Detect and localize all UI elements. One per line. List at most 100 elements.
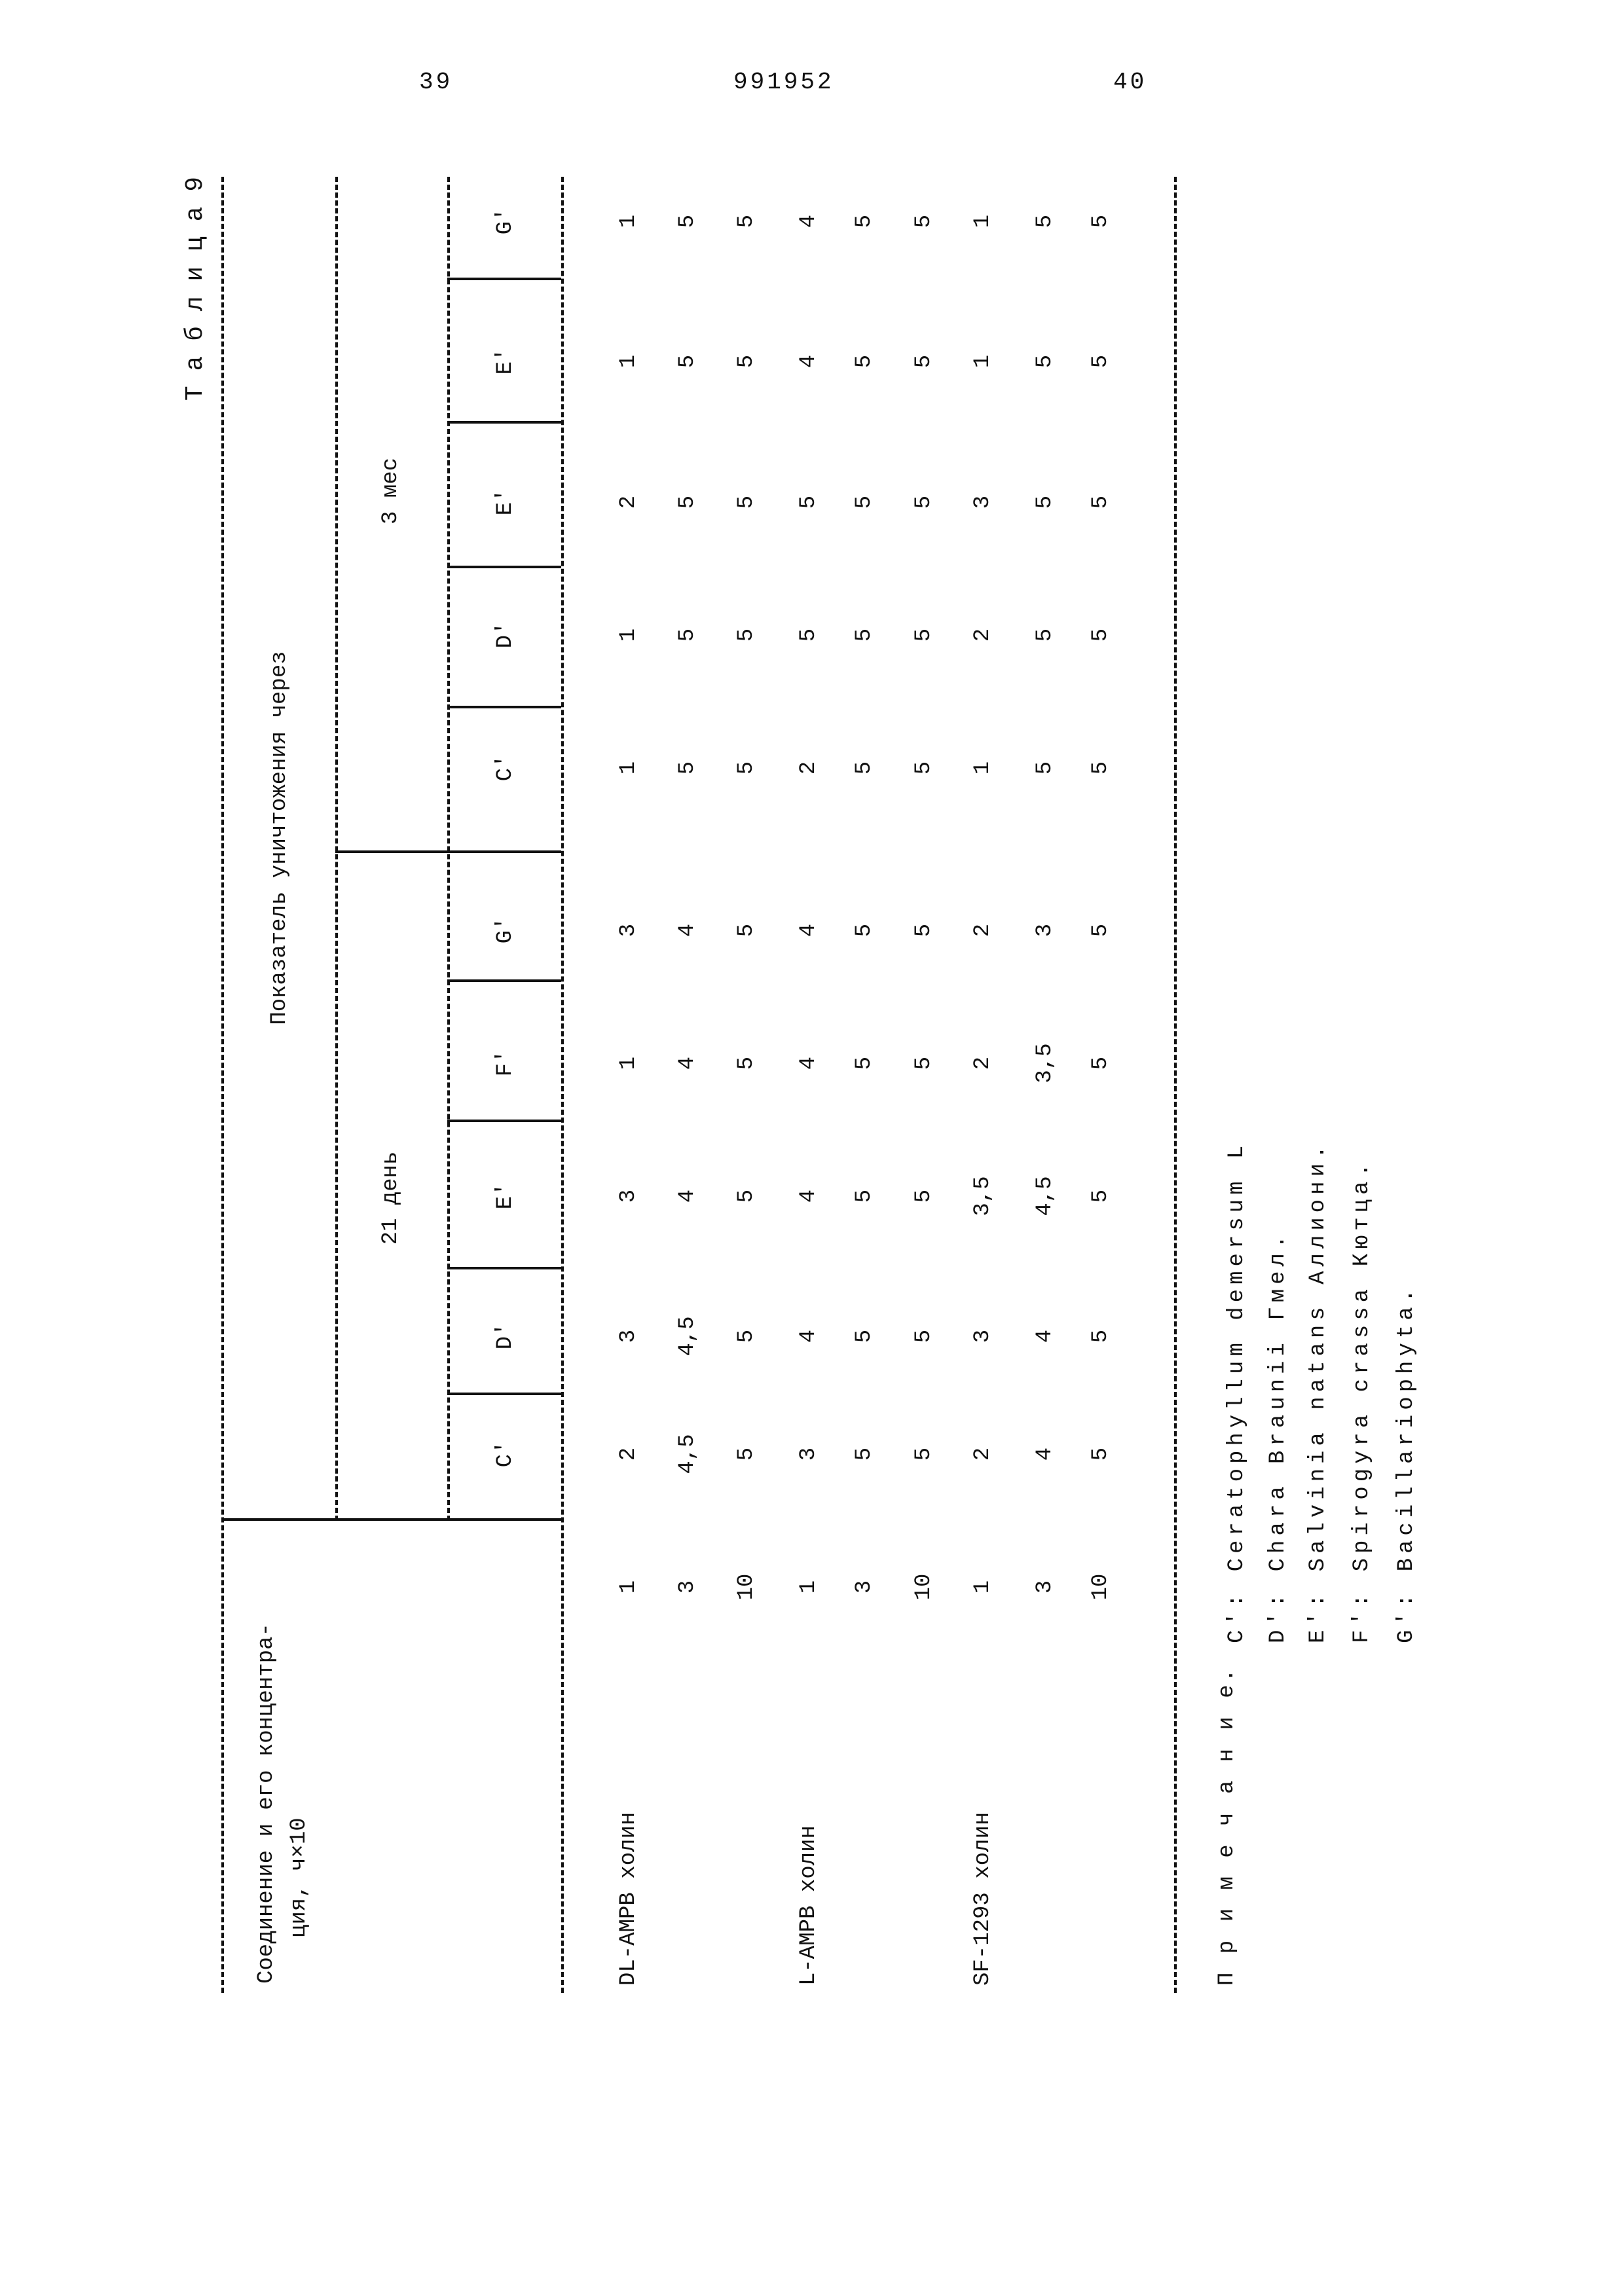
value-cell: 1 bbox=[618, 761, 640, 774]
note-line: F': Spirogyra crassa Кютца. bbox=[1351, 1159, 1373, 1643]
column-header: C' bbox=[494, 755, 517, 782]
value-cell: 5 bbox=[735, 1330, 758, 1343]
concentration-cell: 3 bbox=[1034, 1580, 1056, 1594]
value-cell: 5 bbox=[735, 215, 758, 228]
value-cell: 5 bbox=[853, 629, 876, 642]
value-cell: 3,5 bbox=[1034, 1043, 1056, 1083]
value-cell: 5 bbox=[798, 496, 820, 509]
value-cell: 4,5 bbox=[676, 1316, 699, 1356]
concentration-cell: 3 bbox=[676, 1580, 699, 1594]
value-cell: 2 bbox=[972, 1057, 994, 1070]
column-header: F' bbox=[494, 1050, 517, 1077]
value-cell: 4 bbox=[1034, 1330, 1056, 1343]
value-cell: 4 bbox=[798, 1330, 820, 1343]
value-cell: 5 bbox=[853, 1190, 876, 1203]
value-cell: 5 bbox=[1090, 629, 1112, 642]
value-cell: 2 bbox=[798, 761, 820, 774]
value-cell: 3,5 bbox=[972, 1176, 994, 1216]
value-cell: 5 bbox=[735, 1448, 758, 1461]
value-cell: 5 bbox=[735, 629, 758, 642]
compound-name: DL-AMPB холин bbox=[618, 1812, 640, 1986]
value-cell: 4 bbox=[798, 1057, 820, 1070]
column-separator bbox=[447, 278, 561, 280]
value-cell: 5 bbox=[1090, 1330, 1112, 1343]
concentration-cell: 10 bbox=[913, 1574, 935, 1601]
concentration-cell: 1 bbox=[798, 1580, 820, 1594]
concentration-cell: 3 bbox=[853, 1580, 876, 1594]
value-cell: 5 bbox=[853, 215, 876, 228]
value-cell: 3 bbox=[1034, 924, 1056, 937]
value-cell: 2 bbox=[618, 496, 640, 509]
column-header: E' bbox=[494, 348, 517, 375]
value-cell: 5 bbox=[853, 1330, 876, 1343]
value-cell: 5 bbox=[1034, 761, 1056, 774]
value-cell: 5 bbox=[1090, 496, 1112, 509]
group-label-3-months: 3 мес bbox=[380, 458, 402, 524]
value-cell: 1 bbox=[972, 355, 994, 368]
column-letter-rule bbox=[447, 177, 450, 1521]
value-cell: 4 bbox=[1034, 1448, 1056, 1461]
value-cell: 5 bbox=[913, 629, 935, 642]
value-cell: 5 bbox=[676, 496, 699, 509]
column-separator bbox=[447, 706, 561, 708]
value-cell: 5 bbox=[913, 1330, 935, 1343]
value-cell: 4 bbox=[798, 215, 820, 228]
value-cell: 4 bbox=[798, 355, 820, 368]
value-cell: 5 bbox=[676, 355, 699, 368]
value-cell: 2 bbox=[972, 924, 994, 937]
value-cell: 5 bbox=[913, 215, 935, 228]
value-cell: 5 bbox=[676, 215, 699, 228]
value-cell: 1 bbox=[618, 1057, 640, 1070]
column-separator bbox=[447, 1120, 561, 1122]
column-header: E' bbox=[494, 1183, 517, 1210]
compound-column-separator bbox=[221, 1518, 561, 1521]
value-cell: 5 bbox=[1090, 215, 1112, 228]
value-cell: 2 bbox=[618, 1448, 640, 1461]
value-cell: 4 bbox=[798, 924, 820, 937]
table-bottom-rule bbox=[1174, 177, 1177, 1993]
value-cell: 4,5 bbox=[676, 1434, 699, 1474]
value-cell: 5 bbox=[735, 496, 758, 509]
compound-name: L-AMPB холин bbox=[798, 1825, 820, 1986]
column-separator bbox=[447, 1393, 561, 1395]
header-bottom-rule bbox=[561, 177, 564, 1993]
value-cell: 5 bbox=[913, 496, 935, 509]
value-cell: 5 bbox=[853, 924, 876, 937]
value-cell: 5 bbox=[735, 924, 758, 937]
value-cell: 4 bbox=[676, 924, 699, 937]
value-cell: 5 bbox=[853, 496, 876, 509]
column-separator bbox=[447, 566, 561, 568]
compound-header: Соединение и его концентра- bbox=[255, 1623, 278, 1984]
value-cell: 2 bbox=[972, 629, 994, 642]
value-cell: 5 bbox=[853, 761, 876, 774]
value-cell: 5 bbox=[913, 1448, 935, 1461]
value-cell: 5 bbox=[1090, 1190, 1112, 1203]
value-cell: 1 bbox=[972, 761, 994, 774]
value-cell: 1 bbox=[618, 355, 640, 368]
column-separator bbox=[447, 1267, 561, 1269]
value-cell: 4 bbox=[798, 1190, 820, 1203]
value-cell: 5 bbox=[1090, 1057, 1112, 1070]
value-cell: 5 bbox=[853, 1448, 876, 1461]
value-cell: 5 bbox=[913, 924, 935, 937]
concentration-cell: 1 bbox=[972, 1580, 994, 1594]
column-separator bbox=[447, 421, 561, 424]
rotated-table-page: Т а б л и ц а 9 Соединение и его концент… bbox=[170, 98, 1480, 2128]
note-line: G': Bacillariophyta. bbox=[1395, 1285, 1418, 1643]
value-cell: 3 bbox=[798, 1448, 820, 1461]
value-cell: 5 bbox=[853, 355, 876, 368]
value-cell: 3 bbox=[618, 1330, 640, 1343]
group-rule bbox=[335, 177, 338, 1521]
value-cell: 5 bbox=[1034, 496, 1056, 509]
value-cell: 2 bbox=[972, 1448, 994, 1461]
value-cell: 5 bbox=[676, 761, 699, 774]
value-cell: 4 bbox=[676, 1057, 699, 1070]
value-cell: 5 bbox=[1034, 215, 1056, 228]
column-header: G' bbox=[494, 208, 517, 235]
patent-number: 991952 bbox=[733, 69, 834, 96]
value-cell: 4 bbox=[676, 1190, 699, 1203]
value-cell: 5 bbox=[1090, 355, 1112, 368]
group-label-21-days: 21 день bbox=[380, 1152, 402, 1245]
note-line: E': Salvinia natans Аллиони. bbox=[1307, 1141, 1329, 1643]
column-header: G' bbox=[494, 917, 517, 944]
